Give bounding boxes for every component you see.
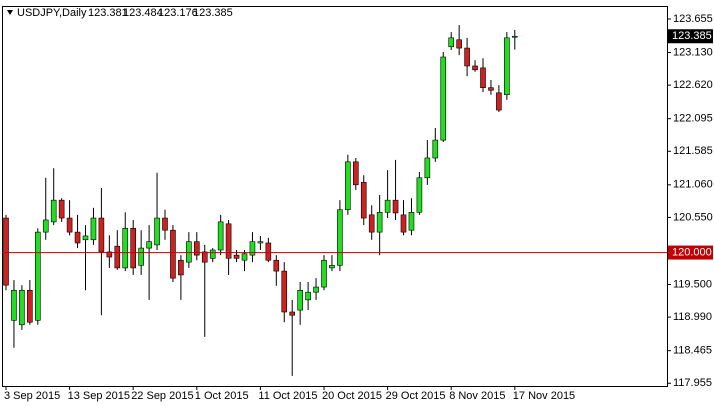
x-tick-label: 17 Nov 2015 bbox=[513, 390, 575, 402]
candle-body bbox=[384, 199, 391, 213]
candle-body bbox=[114, 245, 121, 269]
candle-body bbox=[337, 209, 343, 266]
y-tick-label: 117.955 bbox=[673, 377, 712, 389]
level-label: 120.000 bbox=[672, 246, 712, 258]
x-tick-label: 3 Sep 2015 bbox=[4, 390, 60, 402]
x-tick-label: 1 Oct 2015 bbox=[195, 390, 249, 402]
y-tick-label: 122.095 bbox=[673, 113, 713, 125]
menu-arrow bbox=[7, 10, 13, 15]
candle-body bbox=[3, 217, 9, 286]
x-tick-label: 20 Oct 2015 bbox=[322, 390, 382, 402]
ohlc-open: 123.381 bbox=[88, 7, 128, 19]
candle-body bbox=[130, 227, 136, 269]
candle-body bbox=[194, 241, 200, 256]
candle-body bbox=[265, 242, 272, 261]
candle-body bbox=[504, 37, 510, 96]
candle-body bbox=[400, 214, 407, 233]
candle-body bbox=[281, 270, 288, 313]
candle-body bbox=[146, 241, 152, 249]
candle-body bbox=[98, 217, 105, 253]
y-tick-label: 118.990 bbox=[673, 311, 712, 323]
candle-body bbox=[241, 253, 248, 261]
candle-body bbox=[368, 214, 375, 233]
candle-body bbox=[321, 259, 327, 288]
chart-title: USDJPY,Daily bbox=[17, 7, 87, 19]
candle-body bbox=[122, 227, 129, 269]
candle-body bbox=[496, 92, 502, 111]
candle-body bbox=[58, 199, 65, 219]
candle-body bbox=[456, 39, 462, 49]
y-tick-label: 121.585 bbox=[673, 145, 713, 157]
plot-frame bbox=[2, 6, 668, 387]
candle-body bbox=[186, 241, 192, 263]
candle-body bbox=[376, 212, 383, 233]
candle-body bbox=[511, 35, 518, 38]
level-label-box bbox=[668, 245, 713, 260]
candle-body bbox=[313, 286, 319, 293]
candle-body bbox=[209, 249, 216, 259]
candle-body bbox=[257, 241, 264, 244]
candle-body bbox=[448, 37, 455, 48]
candle-body bbox=[138, 247, 144, 266]
candle-body bbox=[233, 254, 240, 259]
candle-body bbox=[19, 289, 25, 326]
candle-body bbox=[345, 161, 351, 211]
candle-body bbox=[34, 231, 41, 321]
ohlc-low: 123.176 bbox=[158, 7, 198, 19]
candle-body bbox=[225, 223, 232, 259]
candle-body bbox=[297, 289, 303, 311]
candle-body bbox=[408, 212, 415, 231]
candle-body bbox=[217, 221, 224, 251]
candle-body bbox=[82, 235, 89, 241]
candle-body bbox=[472, 65, 478, 71]
y-tick-label: 118.465 bbox=[673, 345, 712, 357]
candle-body bbox=[170, 229, 176, 279]
candle-body bbox=[329, 265, 335, 269]
candle-body bbox=[360, 181, 367, 219]
candle-body bbox=[162, 217, 168, 231]
x-tick-label: 29 Oct 2015 bbox=[386, 390, 446, 402]
candle-body bbox=[90, 217, 97, 241]
candle-body bbox=[464, 47, 470, 67]
candle-body bbox=[178, 259, 184, 276]
x-tick-label: 13 Sep 2015 bbox=[68, 390, 130, 402]
y-tick-label: 120.550 bbox=[673, 211, 713, 223]
candle-body bbox=[50, 199, 57, 223]
candle-body bbox=[42, 219, 49, 233]
candle-body bbox=[106, 251, 113, 258]
candle-body bbox=[66, 217, 73, 233]
y-tick-label: 123.130 bbox=[673, 46, 713, 58]
x-tick-label: 8 Nov 2015 bbox=[449, 390, 505, 402]
candle-body bbox=[289, 311, 296, 316]
ohlc-high: 123.484 bbox=[123, 7, 163, 19]
candle-body bbox=[201, 251, 208, 263]
candle-body bbox=[488, 87, 494, 91]
y-tick-label: 121.060 bbox=[673, 179, 713, 191]
y-tick-label: 123.655 bbox=[673, 13, 713, 25]
candle-body bbox=[432, 139, 439, 159]
candle-body bbox=[273, 259, 280, 272]
candle-body bbox=[392, 199, 399, 214]
candle-body bbox=[74, 231, 81, 244]
candle-body bbox=[27, 289, 33, 323]
y-tick-label: 119.500 bbox=[673, 278, 712, 290]
candle-body bbox=[424, 157, 431, 179]
candle-body bbox=[480, 67, 486, 88]
price-label: 123.385 bbox=[672, 30, 712, 42]
candle-body bbox=[352, 161, 359, 186]
candle-body bbox=[154, 217, 160, 246]
candle-body bbox=[440, 56, 447, 141]
candle-body bbox=[249, 241, 256, 256]
price-label-box bbox=[668, 29, 713, 44]
x-tick-label: 11 Oct 2015 bbox=[258, 390, 317, 402]
x-tick-label: 22 Sep 2015 bbox=[131, 390, 193, 402]
candle-body bbox=[11, 289, 17, 321]
y-tick-label: 122.620 bbox=[673, 79, 713, 91]
candle-body bbox=[416, 177, 423, 213]
candle-body bbox=[305, 291, 311, 301]
ohlc-close: 123.385 bbox=[193, 7, 233, 19]
